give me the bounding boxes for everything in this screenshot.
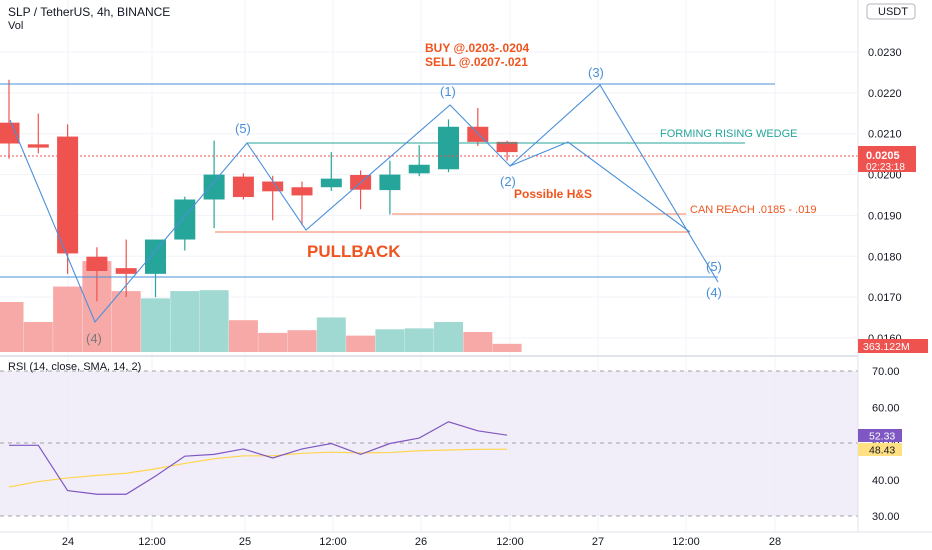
currency-badge[interactable]: USDT xyxy=(866,3,916,20)
price-tick: 0.0230 xyxy=(868,47,902,59)
candle-body xyxy=(174,199,196,240)
volume-bar xyxy=(23,322,53,352)
volume-legend: Vol xyxy=(8,20,24,32)
price-tick: 0.0200 xyxy=(868,170,902,182)
volume-bar xyxy=(492,343,522,352)
wave-label-3: (3) xyxy=(588,65,604,80)
pullback-label: PULLBACK xyxy=(307,242,401,261)
volume-bar xyxy=(287,330,317,352)
time-label: 24 xyxy=(62,536,74,548)
rsi-sma-line xyxy=(8,448,508,488)
rsi-tick: 40.00 xyxy=(872,475,900,487)
wave-label-4-left: (4) xyxy=(86,331,102,346)
rsi-legend: RSI (14, close, SMA, 14, 2) xyxy=(8,361,142,373)
time-label: 26 xyxy=(415,536,427,548)
time-label: 28 xyxy=(769,536,781,548)
candle-body xyxy=(27,144,49,148)
candle-body xyxy=(408,164,430,174)
volume-bar xyxy=(375,329,405,352)
rsi-pane xyxy=(0,370,858,517)
wave-label-2: (2) xyxy=(500,174,516,189)
candle-body xyxy=(115,268,137,274)
volume-bar xyxy=(316,317,346,352)
rsi-tick: 60.00 xyxy=(872,402,900,414)
drawings xyxy=(0,83,858,324)
volume-bar xyxy=(0,302,24,352)
possible-hs-label: Possible H&S xyxy=(514,187,592,201)
volume-bars xyxy=(0,261,522,352)
price-tick: 0.0210 xyxy=(868,129,902,141)
volume-bar xyxy=(463,332,493,352)
rsi-band xyxy=(0,371,858,516)
time-label: 25 xyxy=(239,536,251,548)
buy-annotation: BUY @.0203-.0204 xyxy=(425,41,530,55)
rsi-sma-badge: 48.43 xyxy=(858,443,902,457)
candle-body xyxy=(203,174,225,200)
candle-body xyxy=(496,141,518,153)
candle-countdown: 02:23:18 xyxy=(866,162,905,173)
candle-body xyxy=(145,239,166,274)
candle-body xyxy=(0,122,20,144)
wave-label-5-left: (5) xyxy=(235,121,251,136)
currency-badge-label: USDT xyxy=(878,6,908,18)
volume-bar xyxy=(434,322,463,352)
rising-wedge-label: FORMING RISING WEDGE xyxy=(660,128,798,140)
time-axis[interactable]: 24 12:00 25 12:00 26 12:00 27 12:00 28 xyxy=(0,531,932,548)
volume-bar xyxy=(346,335,376,352)
candle-body xyxy=(467,126,489,142)
last-price-badge: 0.0205 02:23:18 xyxy=(858,146,916,173)
volume-value: 363.122M xyxy=(863,341,910,353)
sell-annotation: SELL @.0207-.021 xyxy=(425,55,528,69)
rsi-tick: 30.00 xyxy=(872,511,900,523)
last-price-value: 0.0205 xyxy=(866,150,900,162)
candle-body xyxy=(262,181,284,192)
rsi-tick: 70.00 xyxy=(872,366,900,378)
time-label: 27 xyxy=(592,536,604,548)
elliott-wave-left xyxy=(9,84,719,324)
time-label: 12:00 xyxy=(496,536,524,548)
volume-badge: 363.122M xyxy=(858,339,928,353)
candle-body xyxy=(86,256,108,271)
wave-label-1: (1) xyxy=(440,84,456,99)
volume-bar xyxy=(53,286,83,352)
candle-body xyxy=(438,126,459,170)
volume-bar xyxy=(228,320,258,352)
volume-bar xyxy=(199,290,229,352)
price-scale[interactable]: 0.0230 0.0220 0.0210 0.0200 0.0190 0.0180 0.01… xyxy=(857,0,928,532)
volume-bar xyxy=(170,291,200,352)
candle-body xyxy=(291,187,313,196)
time-label: 12:00 xyxy=(319,536,347,548)
rsi-line xyxy=(9,421,508,495)
volume-bar xyxy=(141,298,170,352)
candle-body xyxy=(232,176,254,198)
symbol-title: SLP / TetherUS, 4h, BINANCE xyxy=(8,5,171,19)
candle-body xyxy=(379,174,401,191)
candle-body xyxy=(320,178,342,188)
price-tick: 0.0170 xyxy=(868,292,902,304)
can-reach-label: CAN REACH .0185 - .019 xyxy=(690,204,817,216)
candles xyxy=(0,79,518,302)
volume-bar xyxy=(404,328,434,352)
annotations: BUY @.0203-.0204 SELL @.0207-.021 (1) (3… xyxy=(86,41,817,346)
hs-projection xyxy=(509,141,691,233)
candle-body xyxy=(57,136,79,254)
rsi-sma-value: 48.43 xyxy=(869,445,895,457)
time-label: 12:00 xyxy=(672,536,700,548)
rsi-value-badge: 52.33 xyxy=(858,429,902,443)
price-tick: 0.0220 xyxy=(868,88,902,100)
time-label: 12:00 xyxy=(138,536,166,548)
wave-label-4-right: (4) xyxy=(706,285,722,300)
price-tick: 0.0190 xyxy=(868,210,902,222)
volume-bar xyxy=(111,291,141,352)
price-tick: 0.0180 xyxy=(868,251,902,263)
rsi-value: 52.33 xyxy=(869,431,895,443)
wave-label-5-right: (5) xyxy=(706,259,722,274)
volume-bar xyxy=(258,332,288,352)
